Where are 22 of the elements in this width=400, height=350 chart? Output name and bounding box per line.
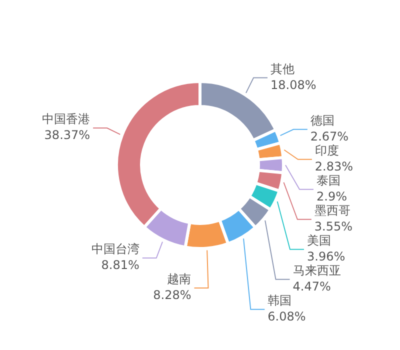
data-label: 8.81%	[101, 258, 140, 272]
slice-label: 中国香港	[42, 112, 90, 126]
data-label: 38.37%	[44, 128, 90, 142]
slice-label: 印度	[314, 144, 339, 158]
slice-label: 韩国	[268, 294, 292, 308]
data-label: 2.9%	[316, 190, 347, 204]
slice-label: 德国	[310, 114, 334, 128]
slice-label: 其他	[270, 62, 295, 76]
slice-label: 越南	[167, 272, 192, 286]
data-label: 8.28%	[153, 288, 192, 302]
data-label: 18.08%	[270, 78, 316, 92]
data-label: 4.47%	[292, 280, 331, 294]
data-label: 2.67%	[310, 130, 349, 144]
slice-label: 墨西哥	[314, 204, 350, 218]
data-label: 3.96%	[307, 250, 346, 264]
data-label: 6.08%	[268, 310, 306, 324]
slice-label: 美国	[307, 234, 332, 248]
data-label: 3.55%	[314, 220, 353, 234]
slice-label: 泰国	[316, 174, 340, 188]
slice-label: 马来西亚	[292, 264, 341, 278]
slice-label: 中国台湾	[91, 242, 140, 256]
data-label: 2.83%	[314, 160, 354, 174]
